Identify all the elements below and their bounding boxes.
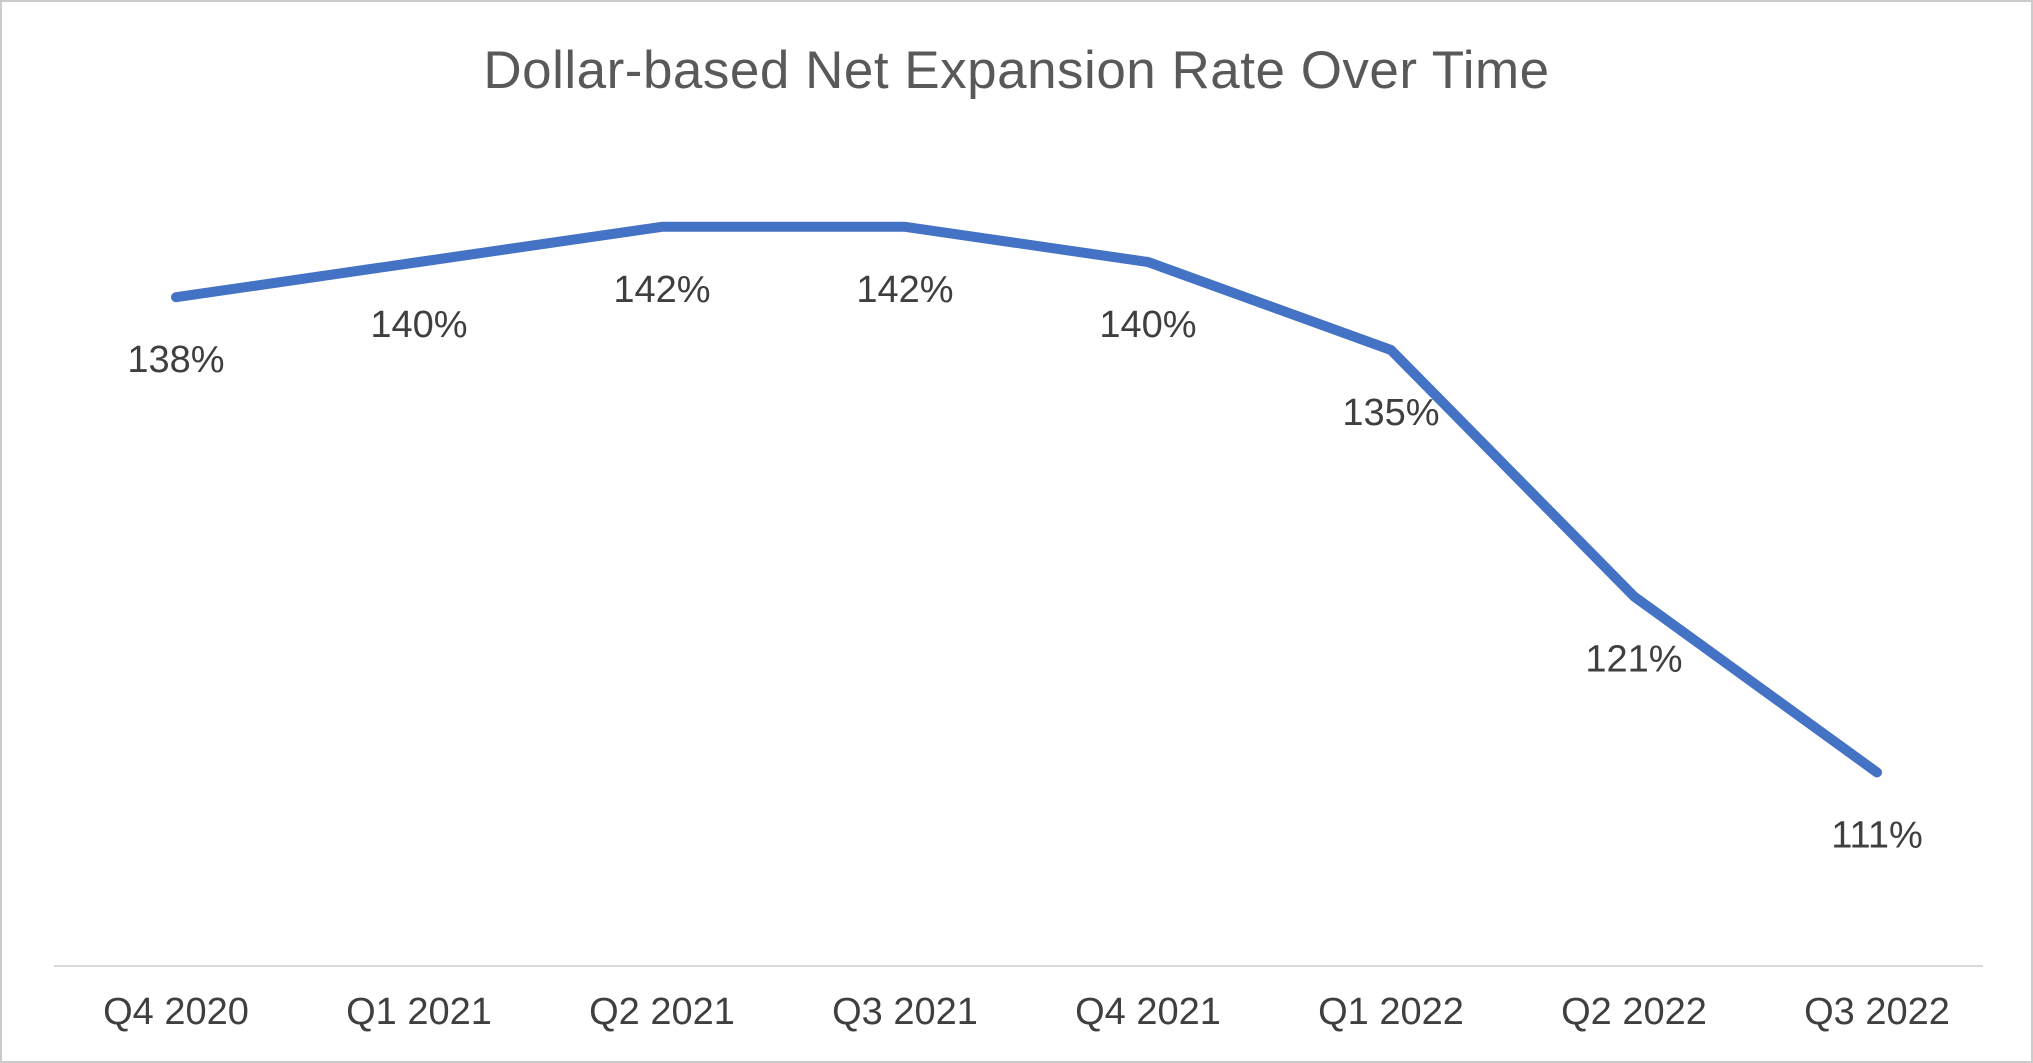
x-axis-category-label: Q2 2022 [1561, 991, 1707, 1033]
data-label: 140% [370, 304, 467, 346]
x-axis-category-label: Q4 2020 [103, 991, 249, 1033]
x-axis-category-label: Q3 2022 [1804, 991, 1950, 1033]
data-label: 142% [856, 269, 953, 311]
chart-title: Dollar-based Net Expansion Rate Over Tim… [483, 41, 1550, 100]
data-label: 121% [1585, 638, 1682, 680]
x-axis-category-label: Q3 2021 [832, 991, 978, 1033]
data-label: 138% [127, 339, 224, 381]
x-axis-category-label: Q4 2021 [1075, 991, 1221, 1033]
data-label: 111% [1831, 814, 1923, 856]
x-axis-category-label: Q1 2021 [346, 991, 492, 1033]
series-line [171, 221, 1882, 778]
data-label: 140% [1099, 304, 1196, 346]
x-axis-category-label: Q2 2021 [589, 991, 735, 1033]
data-label: 135% [1342, 392, 1439, 434]
data-label: 142% [613, 269, 710, 311]
x-axis-category-label: Q1 2022 [1318, 991, 1464, 1033]
